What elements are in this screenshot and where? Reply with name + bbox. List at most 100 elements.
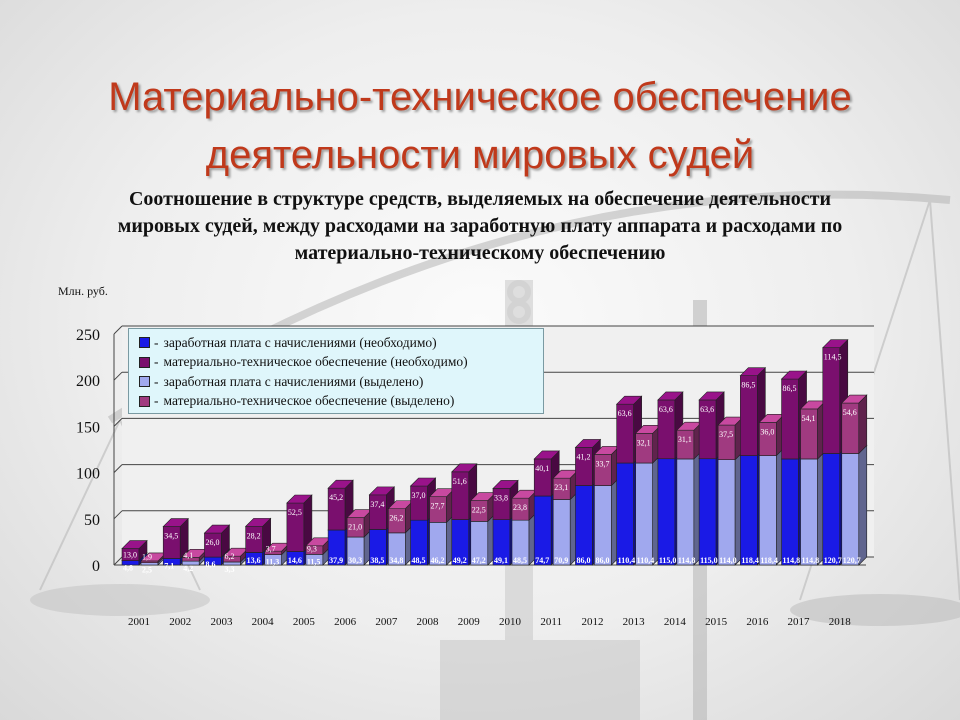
x-tick-label: 2002	[169, 616, 191, 628]
page-title-line-1: Материально-техническое обеспечение	[108, 75, 852, 119]
bar-needed-salary	[822, 453, 841, 566]
bar-needed-material-top	[698, 391, 725, 401]
bar-needed-salary	[781, 458, 799, 566]
y-tick-label: 50	[84, 512, 100, 529]
bar-needed-material-top	[822, 339, 849, 348]
bar-needed-material-top	[574, 439, 602, 448]
data-label-needed-salary: 4,8	[123, 564, 133, 573]
data-label-needed-salary: 49,2	[453, 556, 467, 565]
y-tick-label: 200	[76, 373, 100, 390]
data-label-needed-material: 114,5	[824, 353, 842, 362]
bar-needed-material-top	[657, 391, 684, 401]
y-tick-label: 250	[76, 327, 100, 344]
bar-needed-material-top	[203, 524, 231, 534]
x-tick-label: 2005	[293, 616, 316, 628]
data-label-allocated-salary: 118,4	[760, 556, 778, 565]
data-label-needed-salary: 74,7	[535, 556, 549, 565]
x-tick-label: 2008	[417, 616, 440, 628]
data-label-needed-material: 86,5	[783, 384, 797, 393]
y-tick-label: 0	[92, 558, 100, 575]
x-tick-label: 2007	[375, 616, 398, 628]
bar-needed-material-top	[409, 477, 437, 487]
bar-needed-material-top	[327, 479, 354, 489]
gridline-depth	[113, 418, 123, 427]
data-label-needed-material: 37,0	[412, 491, 426, 500]
data-label-needed-material: 40,1	[535, 464, 549, 473]
data-label-needed-salary: 49,1	[494, 556, 508, 565]
data-label-allocated-material: 33,7	[595, 459, 609, 468]
data-label-allocated-material: 9,3	[307, 544, 317, 553]
legend-label: заработная плата с начислениями (выделен…	[163, 373, 424, 389]
bar-needed-material-top	[162, 518, 189, 527]
legend-swatch-salary-allocated	[139, 376, 150, 388]
bar-needed-material-top	[286, 494, 313, 504]
legend-item-material-needed: - материально-техническое обеспечение (н…	[139, 353, 543, 373]
data-label-allocated-material: 23,8	[513, 503, 527, 512]
data-label-needed-salary: 118,4	[741, 556, 759, 565]
bar-allocated-material-side	[858, 394, 868, 455]
bar-needed-material-top	[739, 367, 767, 376]
data-label-needed-salary: 38,5	[370, 556, 384, 565]
bar-needed-salary	[698, 458, 717, 566]
bar-allocated-material-top	[841, 394, 868, 404]
data-label-needed-salary: 13,6	[247, 556, 261, 565]
x-tick-label: 2011	[540, 616, 562, 628]
data-label-allocated-material: 22,5	[472, 506, 486, 515]
bar-needed-material-top	[615, 395, 643, 405]
data-label-allocated-material: 4,1	[183, 551, 193, 560]
data-label-needed-material: 41,2	[576, 452, 590, 461]
legend-swatch-material-allocated	[139, 395, 150, 407]
data-label-allocated-salary: 47,2	[472, 556, 486, 565]
data-label-allocated-material: 26,2	[389, 514, 403, 523]
bar-needed-material	[822, 347, 841, 454]
subtitle-line-1: Соотношение в структуре средств, выделяе…	[128, 188, 831, 210]
legend-label: материально-техническое обеспечение (выд…	[163, 393, 455, 409]
data-label-allocated-salary: 114,8	[802, 556, 820, 565]
data-label-allocated-material: 21,0	[348, 523, 362, 532]
data-label-allocated-material: 6,2	[224, 552, 234, 561]
bar-allocated-salary-side	[858, 444, 868, 566]
data-label-allocated-salary: 110,4	[637, 556, 655, 565]
gridline-depth	[113, 464, 123, 473]
chart-subtitle: Соотношение в структуре средств, выделяе…	[40, 186, 920, 267]
bar-needed-salary	[657, 458, 676, 566]
x-tick-label: 2006	[334, 616, 357, 628]
x-tick-label: 2001	[128, 616, 150, 628]
gridline-depth	[113, 325, 123, 335]
data-label-needed-salary: 37,9	[329, 556, 343, 565]
data-label-needed-material: 52,5	[288, 508, 302, 517]
y-tick-label: 150	[76, 419, 100, 436]
data-label-allocated-salary: 11,3	[266, 558, 280, 567]
data-label-allocated-material: 37,5	[719, 430, 733, 439]
bar-needed-material-top	[533, 450, 560, 460]
data-label-allocated-salary: 3,3	[224, 565, 234, 574]
data-label-needed-material: 33,8	[494, 493, 508, 502]
x-tick-label: 2014	[664, 616, 687, 628]
legend-label: заработная плата с начислениями (необход…	[163, 334, 437, 350]
data-label-needed-salary: 115,0	[700, 556, 718, 565]
bar-needed-material-top	[368, 486, 396, 496]
data-label-allocated-material: 27,7	[431, 502, 445, 511]
bar-needed-material-top	[451, 463, 478, 473]
bar-needed-salary	[616, 462, 634, 566]
legend-swatch-salary-needed	[139, 337, 150, 349]
data-label-allocated-salary: 4,2	[183, 564, 193, 573]
data-label-allocated-salary: 120,7	[843, 556, 861, 565]
data-label-needed-material: 26,0	[205, 538, 219, 547]
gridline-depth	[113, 510, 123, 520]
data-label-allocated-salary: 11,5	[307, 557, 321, 566]
data-label-needed-salary: 86,0	[576, 556, 590, 565]
data-label-allocated-salary: 46,2	[431, 556, 445, 565]
bar-allocated-salary	[759, 455, 777, 566]
page-title-line-2: деятельности мировых судей	[205, 133, 755, 177]
bar-allocated-salary	[594, 485, 612, 566]
legend-label: материально-техническое обеспечение (нео…	[163, 354, 468, 370]
data-label-needed-material: 63,6	[659, 405, 673, 414]
x-tick-label: 2012	[581, 616, 603, 628]
bar-needed-material-top	[121, 540, 148, 549]
data-label-needed-material: 45,2	[329, 493, 343, 502]
bar-allocated-salary	[676, 458, 695, 566]
data-label-allocated-material: 1,9	[142, 553, 152, 562]
data-label-allocated-salary: 30,3	[348, 556, 362, 565]
